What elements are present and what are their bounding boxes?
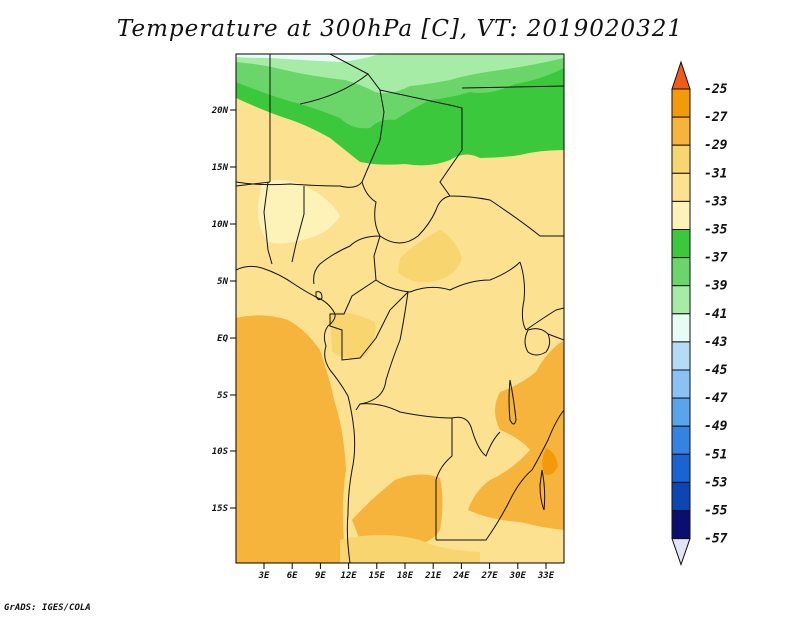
color-legend: -25 -27 -29 -31 -33 -35 -37 -39 -41 -43 -45 -47 -49 -…	[671, 60, 728, 567]
footer-credit: GrADS: IGES/COLA	[4, 603, 91, 613]
legend-swatch	[671, 481, 691, 511]
lon-label: 33E	[537, 571, 555, 581]
lat-label: 15S	[212, 504, 229, 514]
field-south-coast	[340, 535, 480, 563]
lon-label: 18E	[397, 571, 414, 581]
lon-label: 24E	[452, 571, 470, 581]
lake-victoria	[524, 328, 551, 356]
legend-swatch	[671, 172, 691, 202]
legend-swatch	[671, 88, 691, 118]
legend-label: -49	[704, 419, 728, 434]
legend-swatch	[671, 453, 691, 483]
longitude-axis: 3E 6E 9E 12E 15E 18E 21E 24E 27E 30E 33E	[258, 563, 555, 581]
legend-label: -37	[704, 251, 728, 266]
coastline-west	[236, 265, 356, 563]
legend-label: -35	[704, 223, 728, 238]
legend-label: -43	[704, 335, 728, 350]
legend-label: -51	[704, 447, 727, 462]
legend-label: -47	[704, 391, 728, 406]
legend-swatch	[671, 425, 691, 455]
lat-label: 15N	[212, 163, 229, 173]
lon-label: 3E	[258, 571, 270, 581]
field-east-warm	[542, 448, 558, 475]
lon-label: 15E	[369, 571, 386, 581]
field-atlantic	[236, 315, 346, 563]
legend-label: -33	[704, 194, 728, 209]
lon-label: 12E	[340, 571, 357, 581]
lake-chad	[315, 291, 323, 301]
lon-label: 30E	[509, 571, 527, 581]
lake-tanganyika	[508, 379, 517, 425]
legend-label: -27	[704, 110, 728, 125]
legend-label: -31	[704, 166, 727, 181]
plot-frame	[235, 53, 565, 564]
field-green-light	[236, 54, 564, 94]
legend-label: -57	[704, 532, 728, 547]
legend-swatch	[671, 313, 691, 343]
field-pale-west	[257, 179, 340, 244]
lat-label: 10N	[212, 220, 229, 230]
map-title: Temperature at 300hPa [C], VT: 201902032…	[116, 16, 684, 42]
field-gabon-patch	[330, 311, 376, 359]
legend-label: -55	[704, 504, 728, 519]
legend-label: -25	[704, 82, 728, 97]
latitude-axis: 20N 15N 10N 5N EQ 5S 10S 15S	[211, 106, 236, 514]
legend-label: -41	[704, 307, 727, 322]
lat-label: 10S	[212, 447, 229, 457]
field-central-patch	[398, 230, 462, 283]
lat-label: 5S	[217, 391, 228, 401]
lon-label: 6E	[287, 571, 298, 581]
lat-label: 5N	[217, 277, 228, 287]
lake-malawi	[539, 469, 546, 511]
temperature-field	[236, 54, 564, 563]
lat-label: 20N	[211, 106, 229, 116]
field-south-central	[352, 474, 443, 545]
legend-label: -53	[704, 475, 728, 490]
legend-swatch	[671, 229, 691, 259]
lon-label: 21E	[424, 571, 442, 581]
legend-label: -45	[704, 363, 728, 378]
legend-swatch	[671, 285, 691, 315]
legend-swatch	[671, 116, 691, 146]
legend-label: -39	[704, 279, 728, 294]
legend-swatch	[671, 200, 691, 230]
legend-label: -29	[704, 138, 728, 153]
legend-swatch	[671, 144, 691, 174]
legend-arrow-top	[671, 60, 691, 90]
legend-swatch	[671, 510, 691, 540]
lon-label: 27E	[480, 571, 498, 581]
lat-label: EQ	[217, 334, 228, 344]
lon-label: 9E	[315, 571, 326, 581]
boundaries	[236, 54, 564, 563]
legend-swatch	[671, 341, 691, 371]
legend-swatch	[671, 369, 691, 399]
legend-swatch	[671, 257, 691, 287]
field-palest	[236, 54, 380, 62]
legend-swatch	[671, 397, 691, 427]
legend-arrow-bottom	[671, 538, 691, 567]
